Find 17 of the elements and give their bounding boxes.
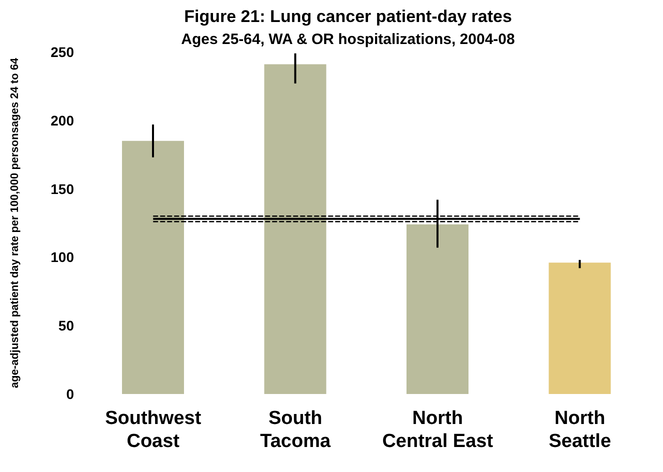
y-tick-label: 50: [58, 318, 74, 334]
y-tick-label: 100: [50, 249, 74, 266]
chart-subtitle: Ages 25-64, WA & OR hospitalizations, 2004-08: [181, 31, 515, 48]
x-tick-label: North Central East: [382, 408, 494, 452]
bar: [548, 262, 611, 394]
chart-title: Figure 21: Lung cancer patient-day rates: [184, 7, 512, 26]
x-tick-label: Southwest Coast: [105, 408, 202, 452]
x-tick-label: South Tacoma: [260, 408, 331, 452]
y-tick-label: 150: [50, 180, 74, 197]
bar: [406, 224, 468, 394]
bar: [264, 64, 326, 394]
bar: [122, 140, 184, 394]
y-tick-label: 0: [66, 386, 74, 402]
y-axis-title: age-adjusted patient day rate per 100,000 personsages 24 to 64: [8, 57, 21, 388]
x-tick-label: North Seattle: [548, 408, 612, 452]
y-tick-label: 250: [50, 44, 74, 60]
y-tick-label: 200: [50, 112, 74, 128]
